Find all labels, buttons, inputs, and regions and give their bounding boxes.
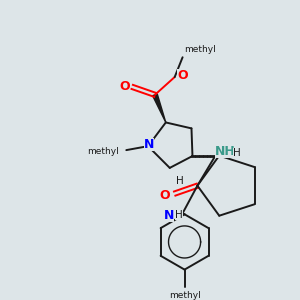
Text: O: O (177, 69, 188, 82)
Text: O: O (119, 80, 130, 93)
Text: H: H (175, 210, 182, 220)
Text: H: H (176, 176, 184, 186)
Polygon shape (153, 94, 166, 122)
Text: N: N (144, 138, 154, 151)
Text: methyl: methyl (184, 45, 216, 54)
Text: H: H (233, 148, 241, 158)
Text: methyl: methyl (169, 291, 200, 300)
Text: methyl: methyl (87, 147, 118, 156)
Text: NH: NH (215, 145, 236, 158)
Text: O: O (160, 189, 170, 202)
Text: N: N (164, 209, 174, 222)
